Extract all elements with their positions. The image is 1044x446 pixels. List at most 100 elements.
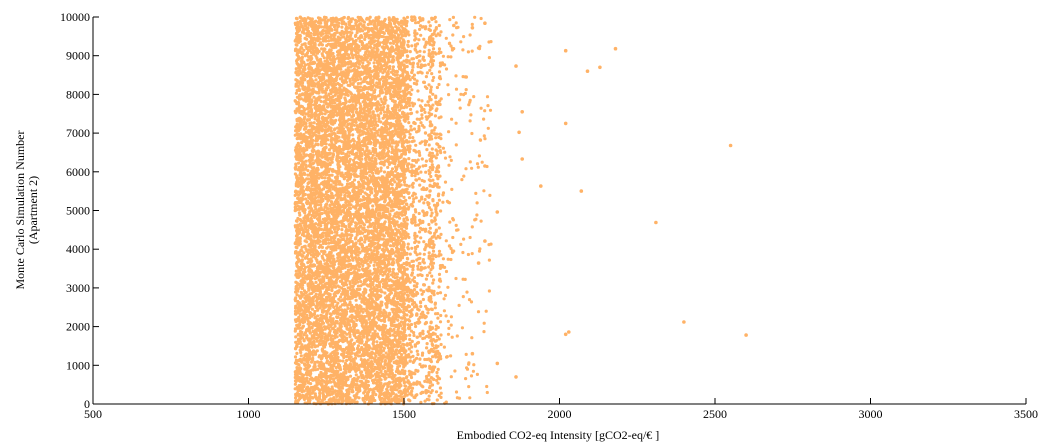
data-point	[310, 307, 314, 311]
data-point	[352, 341, 356, 345]
data-point	[415, 393, 419, 397]
data-point	[350, 388, 354, 392]
data-point	[418, 252, 422, 256]
data-point	[348, 362, 352, 366]
data-point	[315, 339, 319, 343]
data-point	[364, 379, 368, 383]
data-point	[384, 355, 388, 359]
data-point	[371, 332, 375, 336]
data-point	[433, 216, 437, 220]
data-point	[319, 243, 323, 247]
data-point	[336, 362, 340, 366]
data-point	[379, 341, 383, 345]
data-point	[388, 278, 392, 282]
data-point	[434, 344, 438, 348]
data-point	[460, 326, 464, 330]
data-point	[397, 294, 401, 298]
data-point	[329, 373, 333, 377]
data-point	[314, 280, 318, 284]
data-point	[294, 361, 298, 365]
data-point	[409, 322, 414, 327]
data-point	[302, 389, 306, 393]
data-point	[439, 342, 443, 347]
data-point	[358, 304, 362, 308]
data-point	[334, 369, 339, 373]
data-point	[310, 368, 315, 372]
data-point	[388, 267, 392, 271]
data-point	[350, 313, 354, 317]
data-point	[436, 367, 440, 371]
data-point	[354, 236, 358, 240]
data-point	[435, 378, 439, 382]
data-point	[431, 337, 435, 342]
data-point	[348, 233, 352, 237]
data-point	[383, 291, 387, 295]
data-point	[355, 303, 359, 307]
data-point	[405, 261, 409, 265]
data-point	[333, 356, 337, 360]
data-point	[294, 399, 298, 403]
data-point	[319, 278, 323, 282]
data-point	[437, 252, 441, 257]
data-point	[313, 392, 317, 396]
data-point	[316, 367, 320, 371]
data-point	[406, 245, 410, 250]
data-point	[414, 223, 418, 227]
data-point	[355, 383, 359, 387]
data-point	[437, 272, 442, 276]
data-point	[318, 260, 323, 264]
data-point	[381, 247, 385, 251]
data-point	[402, 333, 406, 338]
data-point	[449, 375, 453, 379]
data-point	[424, 304, 428, 308]
data-point	[316, 314, 320, 318]
data-point	[416, 267, 420, 271]
data-point	[348, 280, 352, 284]
data-point	[419, 288, 423, 292]
data-point	[372, 249, 376, 253]
data-point	[326, 386, 330, 390]
data-point	[299, 345, 304, 349]
data-point	[348, 374, 353, 378]
data-point	[388, 223, 392, 227]
data-point	[303, 344, 307, 348]
data-point	[376, 335, 380, 339]
data-point	[351, 288, 355, 292]
data-point	[360, 345, 364, 350]
data-point	[446, 257, 450, 261]
data-point	[411, 354, 415, 358]
data-point	[424, 389, 429, 393]
data-point	[438, 386, 442, 390]
data-point	[392, 327, 396, 332]
data-point	[446, 332, 451, 336]
data-point	[487, 289, 491, 293]
data-point	[408, 333, 412, 337]
data-point	[406, 285, 410, 289]
data-point	[438, 266, 442, 270]
data-point	[401, 346, 406, 350]
data-point	[320, 254, 324, 258]
data-point	[326, 221, 330, 225]
data-point	[385, 387, 389, 391]
data-point	[312, 339, 316, 343]
data-point	[430, 211, 434, 215]
data-point	[436, 381, 440, 385]
data-point	[337, 289, 341, 293]
data-point	[334, 392, 338, 397]
data-point	[321, 231, 325, 235]
data-point	[421, 209, 425, 213]
data-point	[375, 332, 380, 336]
data-point	[394, 254, 398, 258]
data-point	[354, 386, 358, 390]
data-point	[418, 357, 422, 361]
data-point	[390, 345, 394, 349]
data-point	[366, 358, 370, 362]
data-point	[294, 250, 298, 254]
data-point	[302, 356, 306, 360]
data-point	[332, 257, 336, 261]
data-point	[343, 361, 348, 366]
data-point	[425, 346, 429, 350]
data-point	[312, 401, 316, 405]
data-point	[294, 358, 298, 362]
data-point	[365, 336, 369, 340]
